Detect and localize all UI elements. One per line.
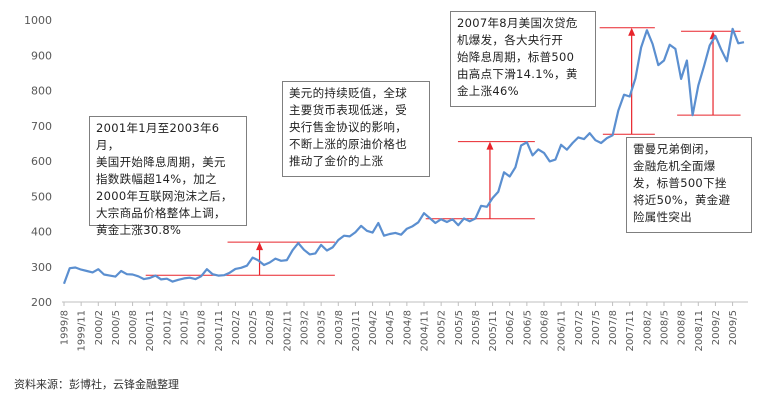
x-tick-label: 2000/2 [94,310,105,345]
x-tick-label: 2005/8 [471,310,482,345]
source-note: 资料来源：彭博社，云锋金融整理 [14,378,179,391]
y-tick-label: 400 [31,226,52,239]
x-tick-label: 2000/8 [128,310,139,345]
annotation-arrow-head [628,27,636,36]
x-tick-label: 2007/5 [591,310,602,345]
x-tick-label: 2009/5 [728,310,739,345]
x-tick-label: 2003/2 [300,310,311,345]
annotation-box-subprime-crisis: 2007年8月美国次贷危 机爆发，各大央行开 始降息周期，标普500 由高点下滑… [450,11,596,107]
annotation-box-2001-2003: 2001年1月至2003年6月， 美国开始降息周期，美元 指数跌幅超14%，加之… [89,116,247,237]
x-tick-label: 2002/8 [265,310,276,345]
y-tick-label: 300 [31,261,52,274]
x-tick-label: 2000/5 [111,310,122,345]
x-tick-label: 2003/8 [334,310,345,345]
x-tick-label: 2006/2 [505,310,516,345]
x-tick-label: 2005/5 [454,310,465,345]
annotation-arrow-head [256,242,264,251]
gold-price-line [62,27,745,285]
x-tick-label: 2005/11 [488,310,499,352]
x-tick-label: 1999/11 [77,310,88,352]
x-tick-label: 2007/11 [625,310,636,352]
y-tick-label: 500 [31,190,52,203]
x-tick-label: 2001/5 [180,310,191,345]
x-tick-label: 2005/2 [437,310,448,345]
x-tick-label: 2004/5 [385,310,396,345]
x-tick-label: 2003/11 [351,310,362,352]
y-tick-label: 200 [31,296,52,309]
x-tick-label: 2009/2 [711,310,722,345]
x-tick-label: 2004/8 [402,310,413,345]
x-tick-label: 2001/2 [162,310,173,345]
y-tick-label: 900 [31,49,52,62]
x-tick-label: 2002/11 [282,310,293,352]
annotation-arrow-head [486,141,494,150]
y-tick-label: 700 [31,120,52,133]
x-tick-label: 2006/8 [540,310,551,345]
x-tick-label: 2000/11 [145,310,156,352]
y-tick-label: 1000 [24,14,52,27]
x-tick-label: 2001/11 [214,310,225,352]
y-tick-label: 600 [31,155,52,168]
y-tick-label: 800 [31,85,52,98]
annotation-box-lehman-collapse: 雷曼兄弟倒闭， 金融危机全面爆 发，标普500下挫 将近50%，黄金避 险属性突… [626,137,752,233]
x-tick-label: 2007/8 [608,310,619,345]
x-tick-label: 2002/2 [231,310,242,345]
x-tick-label: 2008/5 [660,310,671,345]
x-tick-label: 2002/5 [248,310,259,345]
x-tick-label: 2004/2 [368,310,379,345]
annotation-box-dollar-depreciation: 美元的持续贬值，全球 主要货币表现低迷，受 央行售金协议的影响， 不断上涨的原油… [282,81,430,177]
x-tick-label: 2001/8 [197,310,208,345]
x-tick-label: 2008/8 [677,310,688,345]
x-tick-label: 2004/11 [420,310,431,352]
x-tick-label: 2006/5 [522,310,533,345]
x-tick-label: 1999/8 [60,310,71,345]
x-tick-label: 2006/11 [557,310,568,352]
x-tick-label: 2007/2 [574,310,585,345]
x-tick-label: 2008/2 [642,310,653,345]
x-tick-label: 2003/5 [317,310,328,345]
x-tick-label: 2008/11 [694,310,705,352]
